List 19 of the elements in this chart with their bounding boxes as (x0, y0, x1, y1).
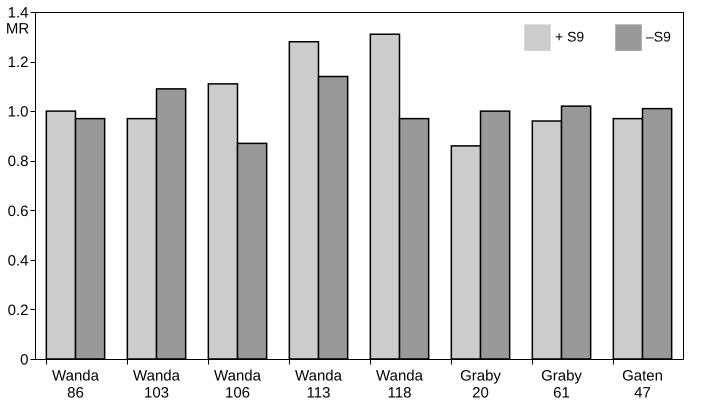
x-tick-label: Gaten 47 (622, 368, 663, 402)
y-tick-label: 0.6 (8, 202, 28, 220)
legend-label: + S9 (555, 28, 584, 45)
legend-label: –S9 (646, 28, 672, 45)
x-tick-label: Wanda 106 (214, 368, 262, 402)
x-tick-label: Graby 61 (541, 368, 582, 402)
x-tick-label: Wanda 103 (133, 368, 181, 402)
x-tick-label: Graby 20 (460, 368, 502, 402)
x-tick-label: Wanda 118 (376, 368, 424, 402)
y-tick-label: 1.4 (8, 4, 28, 22)
x-tick-label: Wanda 86 (52, 368, 100, 402)
y-axis-title: MR (6, 20, 30, 38)
y-tick-label: 0.2 (8, 302, 28, 319)
y-tick-label: 0.8 (8, 153, 28, 170)
y-tick-label: 1.0 (8, 104, 28, 121)
y-tick-label: 0.4 (8, 252, 28, 270)
x-tick-label: Wanda 113 (295, 368, 343, 402)
y-tick-label: 1.2 (8, 54, 28, 72)
y-tick-label: 0 (20, 352, 28, 368)
